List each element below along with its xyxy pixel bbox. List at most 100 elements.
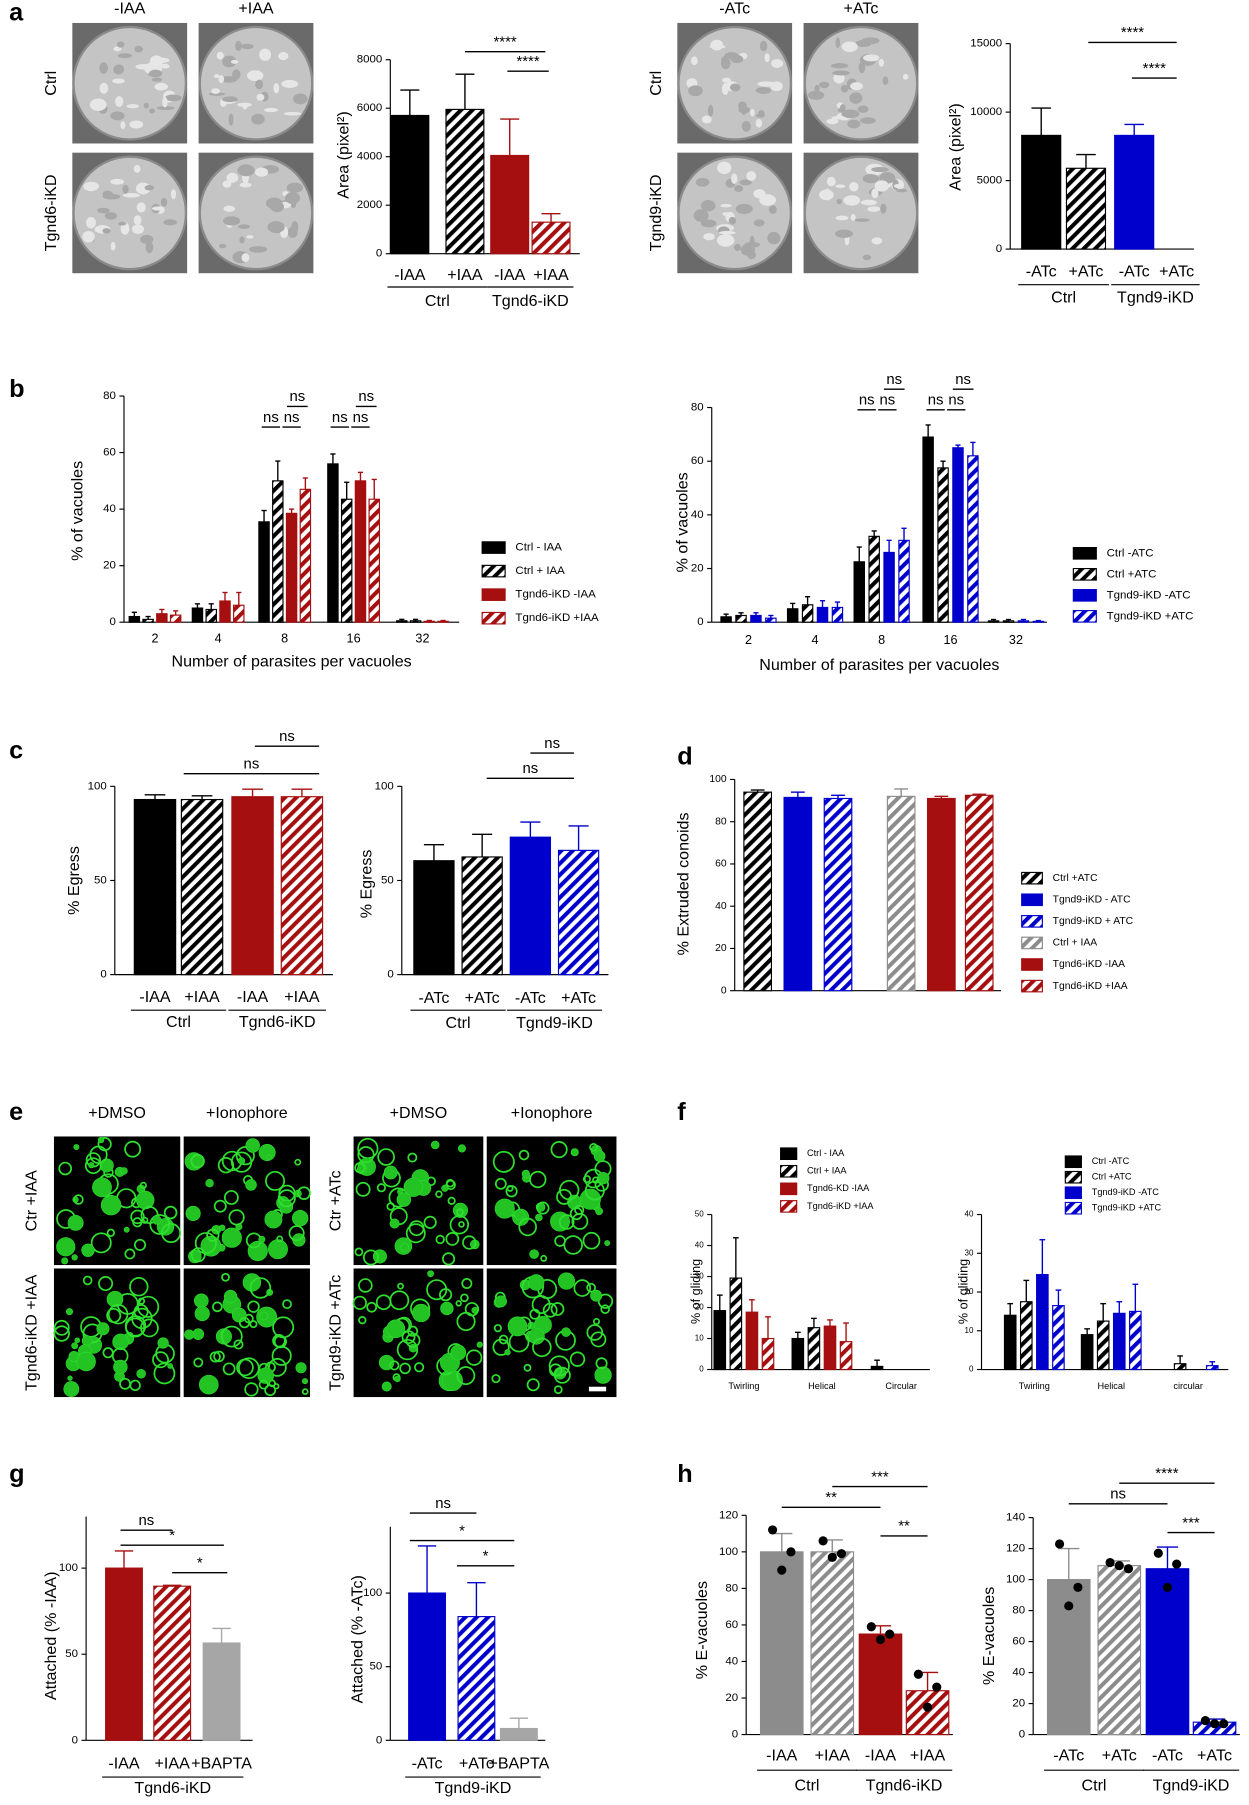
plate-plaque: [113, 46, 122, 52]
plate-plaque: [118, 221, 127, 226]
plate-plaque: [710, 39, 724, 51]
micrograph-spot: [550, 1140, 568, 1159]
legend-label: Ctrl + IAA: [515, 565, 565, 577]
image-column-label: +DMSO: [390, 1104, 448, 1122]
micrograph-spot: [494, 1177, 507, 1190]
bar: [1019, 1301, 1033, 1371]
plate-plaque: [89, 98, 107, 111]
y-tick-label: 10: [695, 1334, 704, 1343]
micrograph-spot: [194, 1305, 210, 1322]
y-tick-label: 120: [1006, 1543, 1025, 1555]
y-axis-label: % Egress: [358, 850, 376, 919]
y-tick-label: 50: [370, 1661, 383, 1673]
legend-swatch: [780, 1182, 798, 1196]
micrograph-spot: [258, 1379, 269, 1390]
micrograph-spot: [219, 1224, 226, 1231]
micrograph-spot: [213, 1199, 227, 1213]
legend-label: Ctrl -ATC: [1107, 547, 1154, 559]
micrograph-spot: [456, 1366, 476, 1386]
micrograph-spot: [235, 1146, 255, 1166]
legend-swatch: [481, 541, 506, 554]
micrograph-spot: [589, 1143, 598, 1152]
bar: [557, 849, 600, 976]
micrograph-spot: [389, 1360, 400, 1371]
micrograph-spot: [529, 1308, 541, 1320]
bar: [937, 467, 949, 623]
plate-plaque: [122, 193, 141, 198]
micrograph-spot: [355, 1181, 371, 1197]
y-tick-label: 0: [376, 1734, 382, 1746]
data-point: [767, 1525, 778, 1535]
micrograph-spot: [594, 1366, 612, 1384]
x-tick-label: +IAA: [447, 266, 483, 284]
bar: [396, 620, 408, 623]
data-point: [818, 1536, 828, 1546]
micrograph-spot: [222, 1362, 236, 1376]
micrograph-spot: [557, 1272, 576, 1290]
micrograph-spot: [190, 1247, 206, 1263]
plate-plaque: [102, 193, 121, 200]
plate-plaque: [110, 241, 116, 251]
plate-plaque: [222, 180, 232, 188]
plate-plaque: [843, 195, 861, 206]
y-tick-label: 20: [1012, 1698, 1025, 1710]
plate-plaque: [830, 63, 849, 69]
panel-letter: g: [9, 1460, 24, 1488]
significance-label: ns: [948, 392, 964, 409]
micrograph-spot: [259, 1311, 269, 1321]
x-tick-label: 8: [281, 632, 288, 646]
bar: [898, 539, 910, 623]
micrograph-spot: [223, 1289, 238, 1304]
data-point: [1123, 1564, 1134, 1574]
bar: [354, 480, 367, 623]
y-tick-label: 50: [94, 875, 107, 887]
plate-plaque: [871, 237, 883, 245]
plate-plaque: [730, 55, 744, 64]
bar: [967, 455, 979, 623]
x-tick-label: -IAA: [766, 1747, 798, 1765]
y-tick-label: 120: [719, 1509, 738, 1521]
micrograph-spot: [558, 1214, 575, 1230]
micrograph-spot: [257, 1367, 274, 1384]
bar: [868, 535, 880, 623]
significance-label: **: [898, 1518, 910, 1535]
group-label: Tgnd6-iKD: [492, 292, 569, 310]
micrograph-spot: [152, 1215, 162, 1225]
micrograph-spot: [92, 1177, 112, 1198]
panel-letter: a: [9, 0, 24, 26]
significance-label: ns: [955, 371, 971, 388]
plate-plaque: [831, 116, 846, 120]
legend-label: Tgnd9-iKD -ATC: [1092, 1187, 1159, 1197]
legend-label: Tgnd9-iKD - ATC: [1053, 895, 1131, 906]
micrograph-spot: [457, 1144, 467, 1153]
micrograph-spot: [294, 1158, 302, 1166]
data-point: [786, 1547, 796, 1557]
data-point: [1219, 1719, 1229, 1729]
plate-plaque: [133, 215, 142, 225]
image-column-label: +Ionophore: [206, 1104, 288, 1122]
y-tick-label: 0: [376, 248, 382, 260]
plate-plaque: [703, 233, 715, 241]
micrograph-spot: [212, 1301, 223, 1313]
legend-swatch: [1021, 893, 1043, 907]
significance-label: ns: [886, 371, 902, 388]
y-axis-label: Area (pixel²): [335, 111, 353, 198]
image-row-label: Ctr +ATc: [327, 1170, 345, 1231]
x-tick-label: Helical: [1097, 1381, 1125, 1391]
plate-plaque: [228, 113, 234, 126]
micrograph-spot: [221, 1272, 230, 1282]
plate-plaque: [893, 183, 904, 189]
micrograph-spot: [550, 1302, 565, 1316]
y-tick-label: 15000: [970, 38, 1002, 50]
micrograph-spot: [58, 1161, 73, 1176]
plate-plaque: [835, 37, 841, 49]
micrograph-spot: [492, 1150, 515, 1173]
data-point: [1153, 1548, 1163, 1558]
micrograph-spot: [277, 1189, 296, 1208]
plate-plaque: [718, 230, 736, 235]
plate-plaque: [826, 176, 836, 187]
micrograph-spot: [352, 1295, 367, 1310]
bar: [509, 836, 552, 976]
y-tick-label: 20: [725, 1692, 738, 1704]
plate-plaque: [151, 77, 163, 82]
